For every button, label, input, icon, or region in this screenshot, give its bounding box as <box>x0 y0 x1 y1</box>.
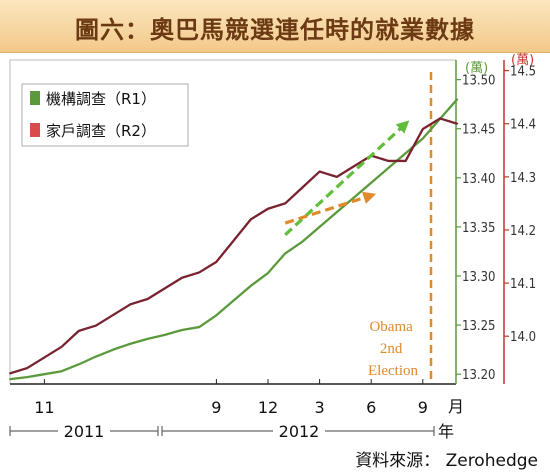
series-2-point-7 <box>112 314 115 316</box>
y2-axis-ticks: 14.0 14.1 14.2 14.3 14.4 14.5 <box>504 65 536 345</box>
series-1-point-16 <box>267 272 269 274</box>
series-2-point-4 <box>60 345 63 348</box>
y2-tick-label-2: 14.1 <box>510 277 536 292</box>
y1-tick-label-6: 13.45 <box>462 123 495 138</box>
series-2-point-15 <box>249 218 252 221</box>
x-tick-label-2: 9 <box>211 398 221 417</box>
title-bar: 圖六：奧巴馬競選連任時的就業數據 <box>0 0 550 53</box>
series-2-point-19 <box>318 170 321 173</box>
series-2-point-18 <box>301 186 304 189</box>
series-layer <box>9 98 459 381</box>
year-label-2012-bg <box>273 422 325 440</box>
y2-tick-label-3: 14.2 <box>510 224 536 239</box>
series-2-point-1 <box>9 372 11 375</box>
series-1-point-25 <box>421 137 424 140</box>
series-2-point-23 <box>387 160 390 162</box>
series-2-point-8 <box>129 303 132 306</box>
x-tick-label-3: 12 <box>258 398 278 417</box>
y1-tick-label-4: 13.35 <box>462 221 495 236</box>
series-2-point-9 <box>146 298 149 300</box>
series-1-point-7 <box>112 348 115 351</box>
trend-arrows <box>284 120 410 236</box>
x-tick-label-1: 11 <box>34 398 54 417</box>
year-label-2011-bg <box>58 422 110 440</box>
year-label-2011: 2011 <box>64 422 105 441</box>
series-2-point-11 <box>181 276 183 279</box>
y2-tick-label-1: 14.0 <box>510 330 536 345</box>
series-1-point-15 <box>249 284 252 287</box>
series-1-point-6 <box>95 355 97 358</box>
series-2-point-25 <box>421 128 424 130</box>
y1-tick-label-1: 13.20 <box>462 368 495 383</box>
series-2-point-26 <box>439 117 441 120</box>
series-2-point-3 <box>43 356 46 359</box>
series-2-point-13 <box>215 260 218 263</box>
series-1-point-18 <box>301 240 304 243</box>
series-2-point-5 <box>77 329 80 332</box>
chart-title: 圖六：奧巴馬競選連任時的就業數據 <box>75 16 475 44</box>
series-2-point-16 <box>267 207 269 210</box>
series-1-point-17 <box>284 252 287 255</box>
series-2-point-27 <box>456 122 459 125</box>
y2-tick-label-6: 14.5 <box>510 65 536 80</box>
series-1-point-13 <box>215 314 218 317</box>
y1-axis-ticks: 13.20 13.25 13.30 13.35 13.40 13.45 13.50 <box>456 74 495 383</box>
series-1-point-19 <box>318 226 321 228</box>
series-1-point-11 <box>181 329 183 331</box>
series-1-point-12 <box>198 326 201 328</box>
series-1-point-14 <box>232 299 235 302</box>
y1-unit-label: (萬) <box>465 61 488 76</box>
series-1-point-2 <box>26 376 29 379</box>
x-tick-label-5: 6 <box>366 398 376 417</box>
x-tick-label-4: 3 <box>315 398 325 417</box>
series-1-point-4 <box>60 370 63 373</box>
series-line-2 <box>9 117 458 375</box>
series-1-point-20 <box>335 211 338 214</box>
y2-tick-label-4: 14.3 <box>510 171 536 186</box>
series-2-point-14 <box>232 239 235 242</box>
y1-tick-label-5: 13.40 <box>462 172 495 187</box>
x-axis-ticks: 11 9 12 3 6 9 <box>34 379 428 417</box>
y1-tick-label-7: 13.50 <box>462 74 495 89</box>
annotation-line-3: Election <box>368 363 418 379</box>
series-1-point-27 <box>456 98 459 101</box>
x-tick-label-6: 9 <box>418 398 428 417</box>
series-1-point-24 <box>404 152 407 155</box>
series-2-point-12 <box>198 271 201 274</box>
y1-tick-label-3: 13.30 <box>462 270 495 285</box>
election-annotation: Obama 2nd Election <box>368 319 418 379</box>
y2-unit-label: (萬) <box>511 53 534 68</box>
y1-tick-label-2: 13.25 <box>462 319 495 334</box>
y2-tick-label-5: 14.4 <box>510 118 536 133</box>
legend-box <box>21 83 189 147</box>
series-1-point-9 <box>146 337 149 340</box>
legend-swatch-r1 <box>30 91 40 105</box>
series-1-point-22 <box>370 181 373 184</box>
year-unit-label: 年 <box>438 422 454 441</box>
trend-arrow-2 <box>284 191 377 225</box>
legend-label-r1: 機構調查（R1） <box>46 90 156 108</box>
series-1-point-5 <box>77 363 80 366</box>
series-1-point-23 <box>387 167 390 169</box>
series-2-point-17 <box>284 202 287 205</box>
legend-swatch-r2 <box>30 123 40 137</box>
series-1-point-3 <box>43 373 46 376</box>
year-label-2012: 2012 <box>279 422 320 441</box>
legend-label-r2: 家戶調查（R2） <box>46 122 156 140</box>
series-1-point-10 <box>163 334 166 336</box>
series-2-point-20 <box>335 175 338 178</box>
series-2-point-6 <box>95 324 97 327</box>
series-1-point-1 <box>9 378 11 380</box>
series-2-point-2 <box>26 367 29 369</box>
series-2-point-10 <box>163 287 166 290</box>
x-unit-label: 月 <box>448 397 464 416</box>
series-1-point-8 <box>129 342 132 345</box>
series-1-point-21 <box>353 196 355 199</box>
annotation-line-2: 2nd <box>380 341 403 357</box>
series-2-point-24 <box>404 160 407 162</box>
series-2-point-21 <box>353 165 355 168</box>
source-credit: 資料來源： Zerohedge <box>355 451 538 471</box>
annotation-line-1: Obama <box>369 319 413 335</box>
